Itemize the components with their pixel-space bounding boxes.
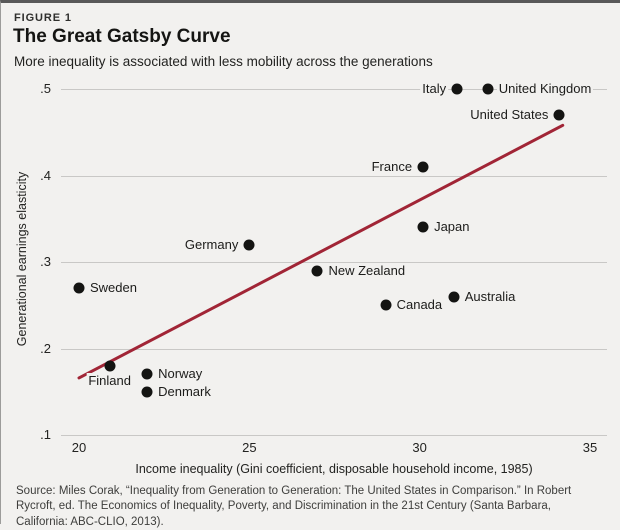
data-point — [451, 83, 463, 95]
x-tick-label: 20 — [71, 440, 87, 455]
data-point — [380, 299, 392, 311]
gridline — [61, 175, 607, 177]
x-tick-label: 35 — [582, 440, 598, 455]
page-title: The Great Gatsby Curve — [13, 26, 231, 47]
point-label: United Kingdom — [496, 81, 594, 97]
gridline — [61, 89, 607, 90]
data-point — [104, 360, 116, 372]
gridline — [61, 435, 607, 436]
source-note: Source: Miles Corak, “Inequality from Ge… — [16, 485, 572, 528]
scatter-chart: FIGURE 1 The Great Gatsby Curve More ine… — [1, 3, 620, 528]
data-point — [482, 83, 494, 95]
data-point — [553, 109, 565, 121]
figure-label: FIGURE 1 — [14, 12, 72, 24]
point-label: Sweden — [88, 279, 139, 296]
y-tick-label: .3 — [40, 254, 51, 269]
data-point — [311, 265, 323, 277]
data-point — [243, 239, 255, 251]
point-label: Australia — [462, 288, 518, 305]
x-axis-title: Income inequality (Gini coefficient, dis… — [135, 462, 533, 476]
data-point — [141, 386, 153, 398]
point-label: Japan — [432, 219, 472, 236]
point-label: New Zealand — [326, 262, 408, 279]
data-point — [73, 282, 85, 294]
point-label: Italy — [420, 81, 449, 97]
point-label: Norway — [156, 366, 205, 383]
x-tick-label: 30 — [412, 440, 427, 455]
y-tick-label: .1 — [40, 427, 51, 442]
gridline — [61, 348, 607, 350]
point-label: France — [369, 158, 415, 175]
point-label: Germany — [182, 236, 241, 253]
point-label: Denmark — [156, 383, 213, 400]
y-tick-label: .2 — [40, 340, 51, 356]
point-label: Canada — [394, 297, 445, 314]
figure-subtitle: More inequality is associated with less … — [14, 54, 433, 69]
point-label: United States — [468, 106, 551, 123]
data-point — [448, 291, 460, 303]
data-point — [417, 161, 429, 173]
data-point — [417, 221, 429, 233]
data-point — [141, 368, 153, 380]
x-tick-label: 25 — [242, 440, 257, 455]
point-label: Finland — [86, 372, 133, 389]
y-tick-label: .4 — [40, 167, 51, 183]
y-tick-label: .5 — [40, 81, 51, 96]
